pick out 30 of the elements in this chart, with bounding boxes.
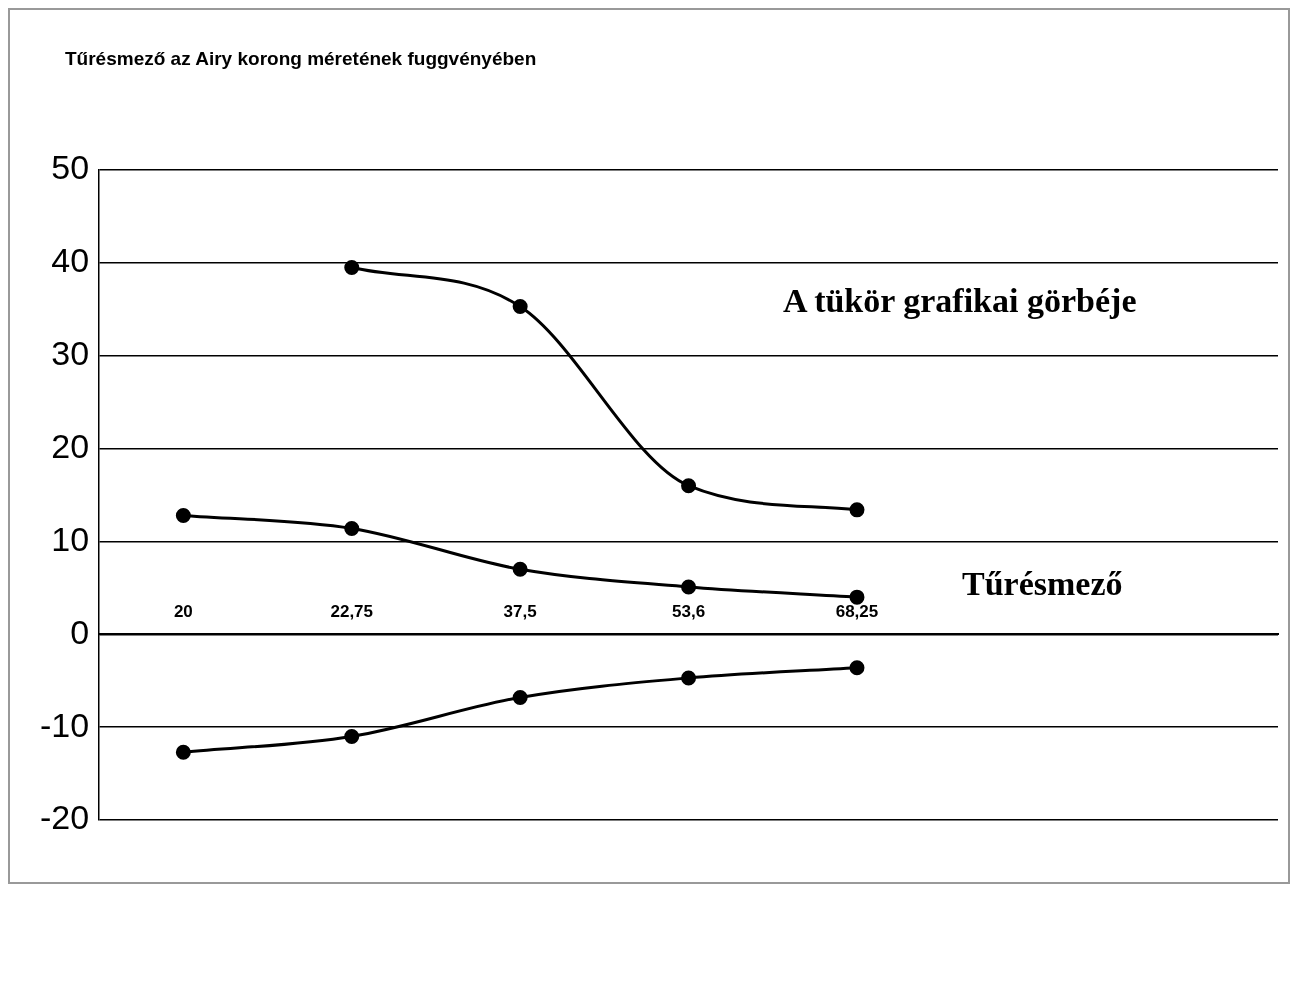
y-tick-label: 20	[51, 426, 90, 465]
point	[681, 670, 697, 686]
point	[512, 561, 528, 577]
point	[175, 507, 191, 523]
chart-title: Tűrésmező az Airy korong méretének fuggvényében	[65, 48, 537, 70]
y-tick-label: -10	[40, 705, 90, 744]
point	[512, 689, 528, 705]
point	[344, 728, 360, 744]
point	[849, 660, 865, 676]
point	[512, 299, 528, 314]
x-tick-label: 20	[173, 602, 193, 622]
point	[175, 744, 191, 760]
point	[344, 520, 360, 536]
point	[681, 579, 697, 595]
point	[849, 502, 865, 518]
y-tick-label: -20	[40, 798, 90, 837]
point	[344, 260, 360, 275]
x-tick-label: 22,75	[330, 602, 374, 622]
annotation: Tűrésmező	[961, 564, 1123, 602]
x-tick-label: 37,5	[503, 602, 537, 622]
x-tick-label: 68,25	[835, 602, 879, 622]
point	[849, 589, 865, 605]
annotation: A tükör grafikai görbéje	[782, 282, 1137, 320]
y-tick-label: 30	[51, 334, 90, 373]
y-tick-label: 40	[51, 241, 90, 280]
y-tick-label: 50	[51, 148, 90, 187]
y-tick-label: 0	[70, 612, 90, 651]
point	[681, 478, 697, 494]
x-tick-label: 53,6	[672, 602, 706, 622]
y-tick-label: 10	[51, 519, 90, 558]
